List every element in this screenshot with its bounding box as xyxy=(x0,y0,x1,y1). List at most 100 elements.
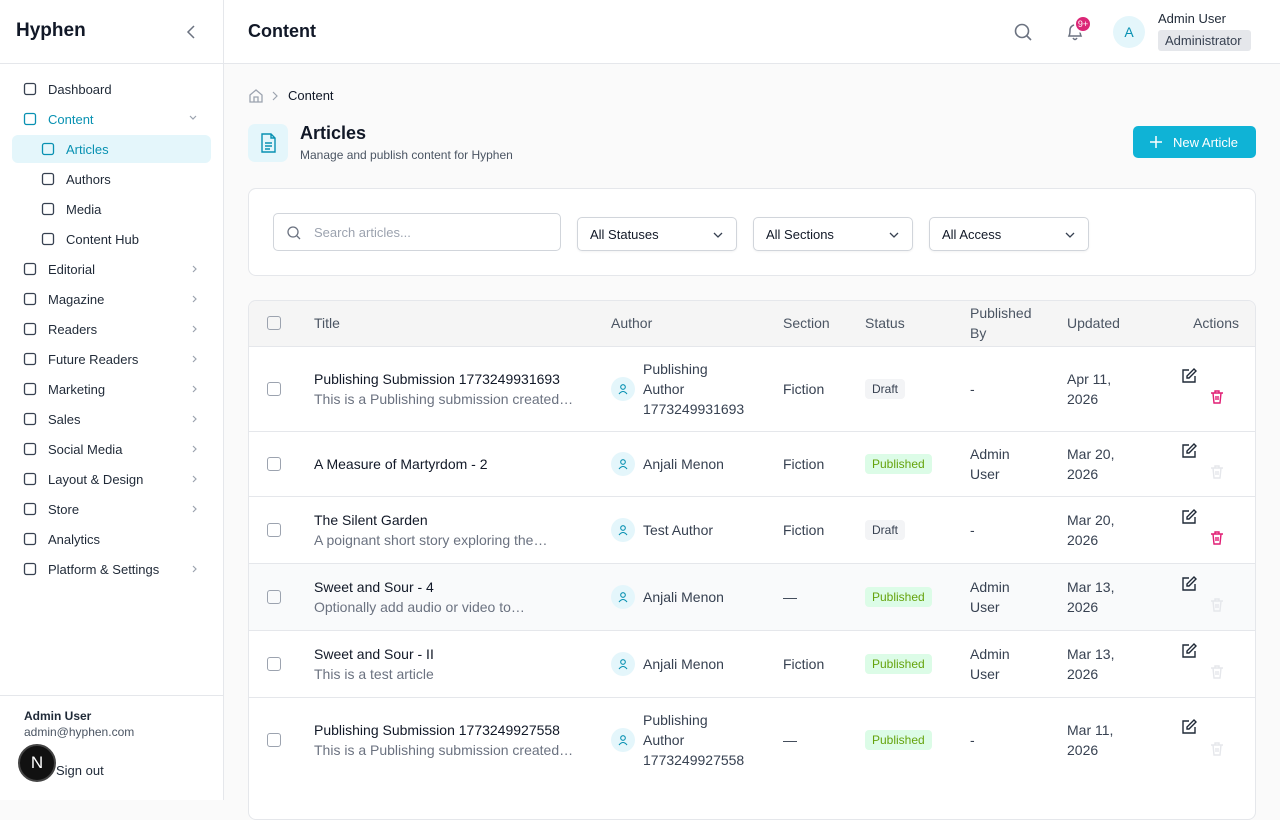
nav-item[interactable]: Marketing xyxy=(12,375,211,403)
header-user-name: Admin User xyxy=(1158,11,1226,26)
article-title[interactable]: The Silent Garden xyxy=(314,511,428,528)
edit-button[interactable] xyxy=(1181,367,1197,389)
nav-icon xyxy=(41,142,55,156)
edit-button[interactable] xyxy=(1181,642,1197,664)
home-icon[interactable] xyxy=(248,88,264,104)
author: Anjali Menon xyxy=(611,451,751,476)
checkbox[interactable] xyxy=(267,316,281,331)
nav-item[interactable]: Content xyxy=(12,105,211,133)
header-cell xyxy=(249,301,298,346)
table-body: Publishing Submission 1773249931693 This … xyxy=(249,345,1255,782)
edit-button[interactable] xyxy=(1181,718,1197,740)
new-article-button[interactable]: New Article xyxy=(1133,126,1256,158)
published-by-cell: - xyxy=(954,696,1051,782)
status-cell: Published xyxy=(849,696,954,782)
nav-icon xyxy=(23,532,37,546)
author-name: Publishing Author 1773249927558 xyxy=(643,711,745,768)
dev-badge[interactable]: N xyxy=(18,744,56,782)
actions-cell xyxy=(1151,430,1255,496)
nav-item[interactable]: Magazine xyxy=(12,285,211,313)
search-input[interactable]: Search articles... xyxy=(273,213,561,251)
author: Anjali Menon xyxy=(611,651,751,676)
author: Publishing Author 1773249927558 xyxy=(611,710,751,770)
nav-item[interactable]: Store xyxy=(12,495,211,523)
section-cell: Fiction xyxy=(767,629,849,697)
article-title[interactable]: Sweet and Sour - II xyxy=(314,645,434,662)
nav-item[interactable]: Sales xyxy=(12,405,211,433)
nav-label: Authors xyxy=(66,171,111,187)
article-description: A poignant short story exploring the… xyxy=(314,531,548,548)
article-title[interactable]: Publishing Submission 1773249931693 xyxy=(314,370,560,387)
select-label: All Statuses xyxy=(590,227,659,242)
status-badge: Published xyxy=(865,654,932,674)
checkbox[interactable] xyxy=(267,656,281,671)
article-title[interactable]: A Measure of Martyrdom - 2 xyxy=(314,455,488,472)
filter-select[interactable]: All Access xyxy=(929,217,1089,251)
updated-cell: Apr 11, 2026 xyxy=(1051,345,1151,431)
nav-label: Layout & Design xyxy=(48,471,144,487)
delete-button[interactable] xyxy=(1209,389,1225,410)
edit-button[interactable] xyxy=(1181,575,1197,597)
nav-item[interactable]: Analytics xyxy=(12,525,211,553)
article-description: This is a Publishing submission created… xyxy=(314,390,574,407)
article-row: Publishing Submission 1773249927558 This … xyxy=(249,696,1255,782)
header-cell: Updated xyxy=(1051,301,1151,346)
user-role: Administrator xyxy=(1158,30,1251,51)
sidebar: Hyphen Dashboard Content Articles Authors Me… xyxy=(0,0,224,800)
published-by-cell: Admin User xyxy=(954,562,1051,630)
nav-item[interactable]: Future Readers xyxy=(12,345,211,373)
article-title[interactable]: Publishing Submission 1773249927558 xyxy=(314,721,560,738)
nav-item[interactable]: Platform & Settings xyxy=(12,555,211,583)
checkbox[interactable] xyxy=(267,732,281,747)
avatar[interactable]: A xyxy=(1113,16,1145,48)
article-title[interactable]: Sweet and Sour - 4 xyxy=(314,578,434,595)
nav-icon xyxy=(23,382,37,396)
nav-item[interactable]: Dashboard xyxy=(12,75,211,103)
updated-cell: Mar 13, 2026 xyxy=(1051,562,1151,630)
checkbox[interactable] xyxy=(267,456,281,471)
edit-button[interactable] xyxy=(1181,442,1197,464)
nav-subitem[interactable]: Authors xyxy=(12,165,211,193)
author-cell: Test Author xyxy=(595,495,767,563)
checkbox[interactable] xyxy=(267,381,281,396)
nav-item[interactable]: Social Media xyxy=(12,435,211,463)
section-cell: — xyxy=(767,562,849,630)
edit-button[interactable] xyxy=(1181,508,1197,530)
nav-item[interactable]: Editorial xyxy=(12,255,211,283)
filter-card: Search articles... All Statuses All Secti… xyxy=(248,188,1256,276)
nav-item[interactable]: Layout & Design xyxy=(12,465,211,493)
checkbox[interactable] xyxy=(267,589,281,604)
page-subtitle: Manage and publish content for Hyphen xyxy=(300,148,513,162)
checkbox-cell xyxy=(249,629,298,697)
checkbox[interactable] xyxy=(267,522,281,537)
author-cell: Anjali Menon xyxy=(595,562,767,630)
checkbox-cell xyxy=(249,495,298,563)
collapse-button[interactable] xyxy=(184,24,198,40)
filter-select[interactable]: All Statuses xyxy=(577,217,737,251)
header-cell: Author xyxy=(595,301,767,346)
nav-subitem[interactable]: Media xyxy=(12,195,211,223)
updated-cell: Mar 20, 2026 xyxy=(1051,495,1151,563)
sign-out[interactable]: Sign out xyxy=(56,763,104,778)
status-cell: Published xyxy=(849,629,954,697)
chevron xyxy=(1064,229,1076,244)
nav-item[interactable]: Readers xyxy=(12,315,211,343)
nav-icon xyxy=(23,472,37,486)
author-name: Anjali Menon xyxy=(643,455,724,472)
filter-select[interactable]: All Sections xyxy=(753,217,913,251)
nav-subitem[interactable]: Content Hub xyxy=(12,225,211,253)
title-cell: A Measure of Martyrdom - 2 xyxy=(298,430,595,496)
nav-icon xyxy=(23,292,37,306)
delete-button xyxy=(1209,597,1225,618)
user-email: admin@hyphen.com xyxy=(24,725,135,739)
article-row: The Silent Garden A poignant short story … xyxy=(249,495,1255,563)
status-badge: Published xyxy=(865,454,932,474)
article-row: Sweet and Sour - 4 Optionally add audio o… xyxy=(249,562,1255,630)
nav-label: Sales xyxy=(48,411,81,427)
header-cell: Section xyxy=(767,301,849,346)
nav-icon xyxy=(23,82,37,96)
search-icon[interactable] xyxy=(1013,22,1033,42)
header-title: Content xyxy=(248,21,316,41)
nav-subitem[interactable]: Articles xyxy=(12,135,211,163)
delete-button[interactable] xyxy=(1209,530,1225,551)
